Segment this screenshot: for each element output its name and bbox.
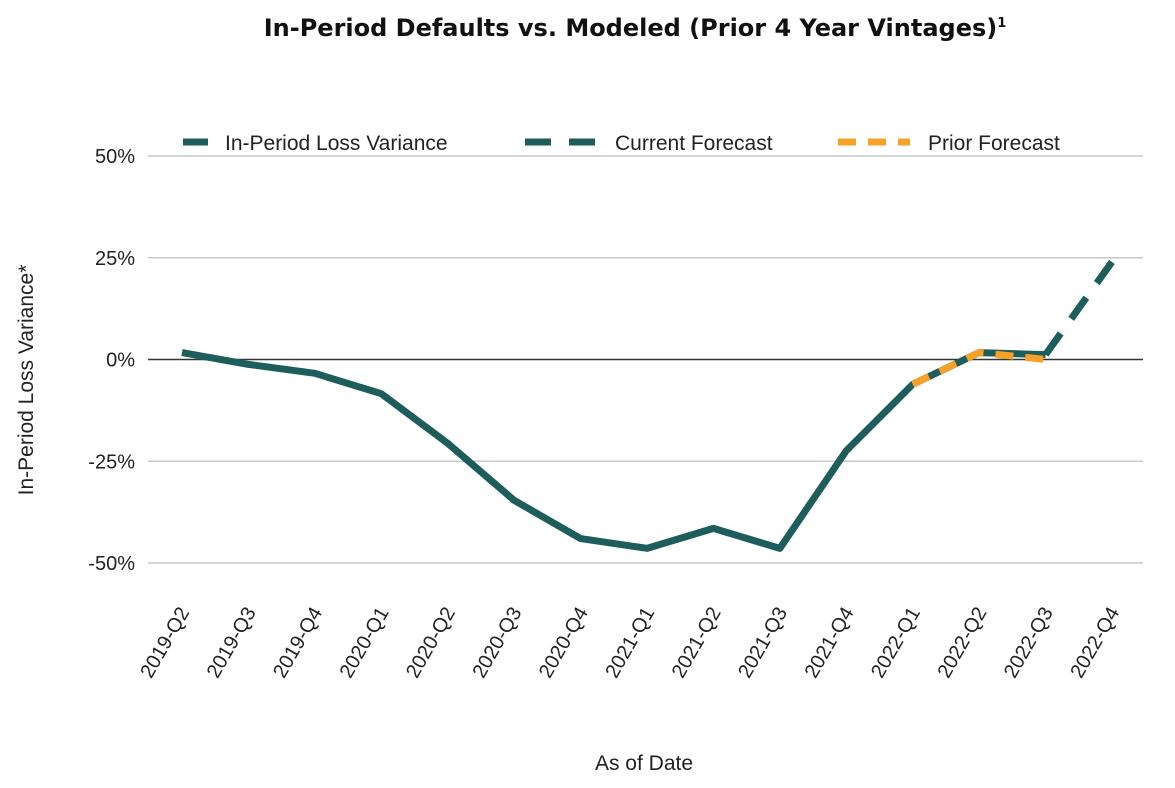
chart-title-text: In-Period Defaults vs. Modeled (Prior 4 …: [263, 14, 998, 42]
title-footnote: 1: [997, 16, 1007, 31]
x-axis-label: As of Date: [595, 752, 693, 775]
y-tick-label: 25%: [95, 248, 135, 270]
x-tick-label: 2020-Q3: [468, 604, 526, 682]
series-line-current-forecast: [1042, 259, 1115, 357]
series-line-in-period-loss-variance: [181, 349, 1046, 552]
x-tick-label: 2020-Q4: [535, 604, 593, 682]
x-tick-label: 2020-Q1: [336, 604, 394, 682]
x-tick-label: 2022-Q2: [933, 604, 991, 682]
x-tick-label: 2019-Q4: [269, 604, 327, 682]
x-tick-label: 2020-Q2: [402, 604, 460, 682]
x-tick-label: 2019-Q3: [203, 604, 261, 682]
legend-label: Prior Forecast: [928, 132, 1060, 155]
series-line-prior-forecast: [911, 349, 1046, 388]
x-tick-label: 2021-Q1: [601, 604, 659, 682]
x-tick-label: 2022-Q4: [1066, 604, 1124, 682]
chart-title: In-Period Defaults vs. Modeled (Prior 4 …: [0, 14, 1175, 42]
x-tick-label: 2021-Q4: [801, 604, 859, 682]
x-tick-label: 2021-Q3: [734, 604, 792, 682]
x-tick-label: 2022-Q3: [1000, 604, 1058, 682]
y-tick-label: 50%: [95, 146, 135, 168]
x-tick-label: 2019-Q2: [136, 604, 194, 682]
legend-label: Current Forecast: [615, 132, 773, 155]
y-tick-label: 0%: [106, 350, 135, 372]
y-axis-label: In-Period Loss Variance*: [15, 265, 38, 496]
x-tick-label: 2022-Q1: [867, 604, 925, 682]
y-tick-label: -25%: [88, 451, 135, 473]
y-tick-label: -50%: [88, 553, 135, 575]
legend-label: In-Period Loss Variance: [225, 132, 448, 155]
x-tick-label: 2021-Q2: [668, 604, 726, 682]
